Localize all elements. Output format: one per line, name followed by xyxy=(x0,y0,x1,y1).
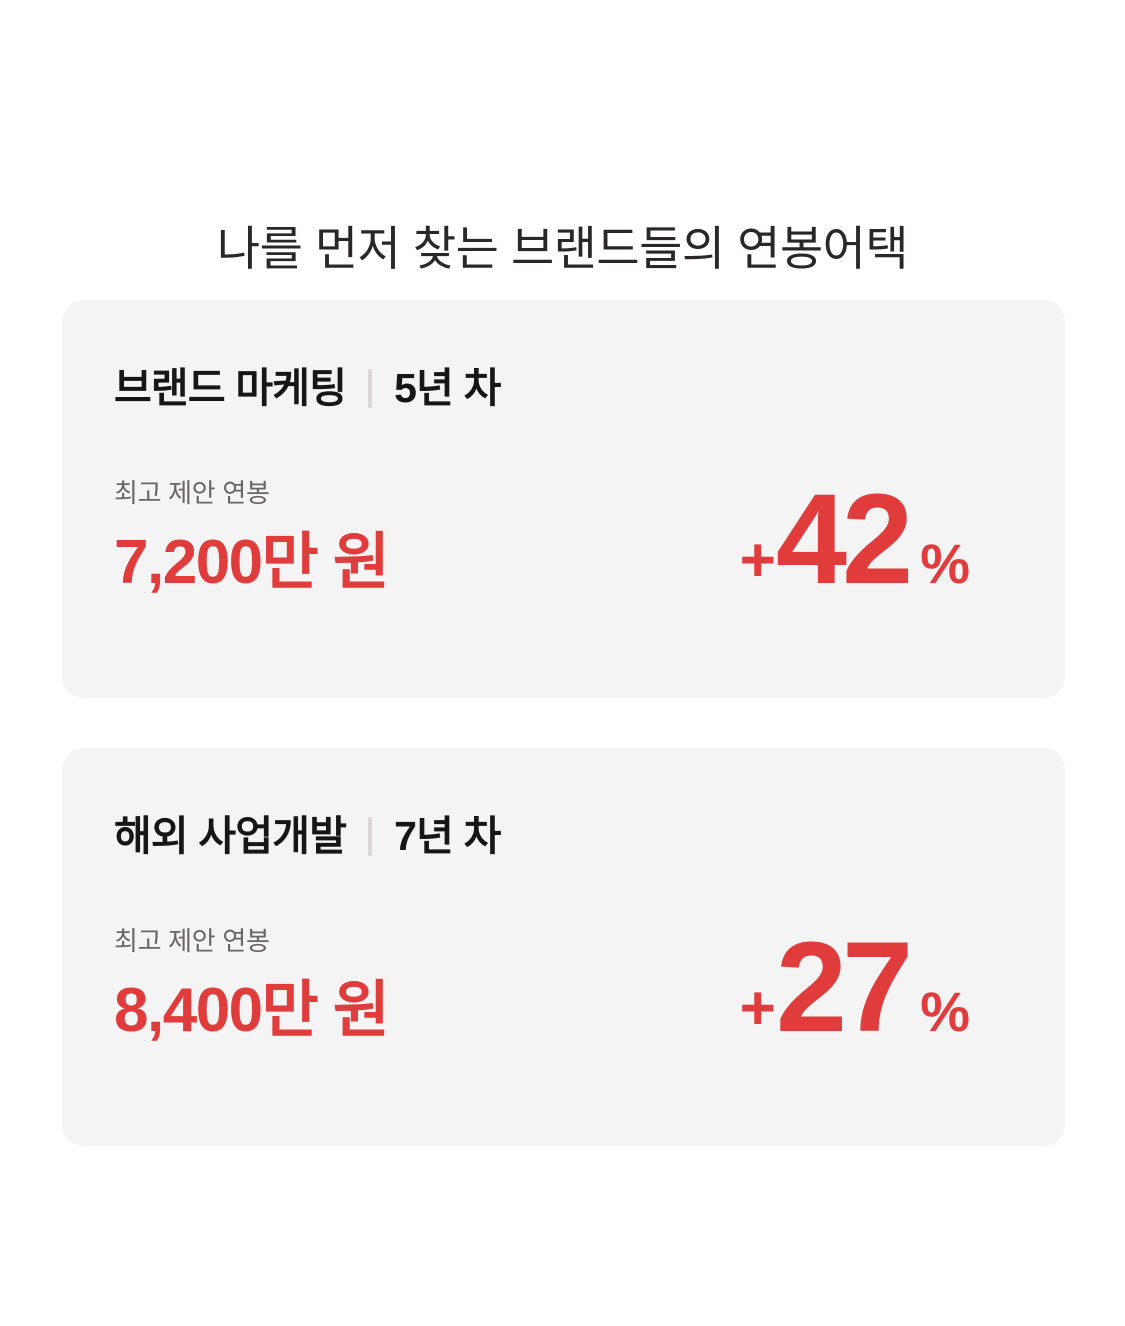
plus-sign-icon: + xyxy=(739,974,776,1043)
role-experience: 7년 차 xyxy=(394,813,501,859)
percent-sign-icon: % xyxy=(920,980,970,1043)
salary-label: 최고 제안 연봉 xyxy=(114,926,270,956)
role-experience: 5년 차 xyxy=(394,365,501,411)
percent-sign-icon: % xyxy=(920,532,970,595)
salary-card[interactable]: 해외 사업개발 7년 차 최고 제안 연봉 8,400만 원 + 27 % xyxy=(62,748,1065,1146)
header-divider xyxy=(368,816,373,856)
page-title: 나를 먼저 찾는 브랜드들의 연봉어택 xyxy=(216,222,909,276)
role-title: 해외 사업개발 xyxy=(114,813,347,859)
salary-amount: 7,200만 원 xyxy=(114,528,390,597)
increase-value: 42 xyxy=(775,468,913,611)
salary-block: 최고 제안 연봉 8,400만 원 xyxy=(114,924,390,1048)
header-divider xyxy=(368,368,373,408)
increase-badge: + 27 % xyxy=(740,924,1013,1052)
salary-block: 최고 제안 연봉 7,200만 원 xyxy=(114,476,390,600)
role-title: 브랜드 마케팅 xyxy=(114,365,347,411)
salary-card[interactable]: 브랜드 마케팅 5년 차 최고 제안 연봉 7,200만 원 + 42 % xyxy=(62,300,1065,698)
salary-amount: 8,400만 원 xyxy=(114,976,390,1045)
card-header: 브랜드 마케팅 5년 차 xyxy=(114,362,1013,414)
card-body: 최고 제안 연봉 7,200만 원 + 42 % xyxy=(114,472,1013,604)
card-body: 최고 제안 연봉 8,400만 원 + 27 % xyxy=(114,920,1013,1052)
increase-badge: + 42 % xyxy=(740,476,1013,604)
salary-label: 최고 제안 연봉 xyxy=(114,478,270,508)
plus-sign-icon: + xyxy=(739,526,776,595)
card-header: 해외 사업개발 7년 차 xyxy=(114,810,1013,862)
salary-card-list: 브랜드 마케팅 5년 차 최고 제안 연봉 7,200만 원 + 42 % 해외… xyxy=(62,300,1065,1146)
increase-value: 27 xyxy=(775,916,913,1059)
